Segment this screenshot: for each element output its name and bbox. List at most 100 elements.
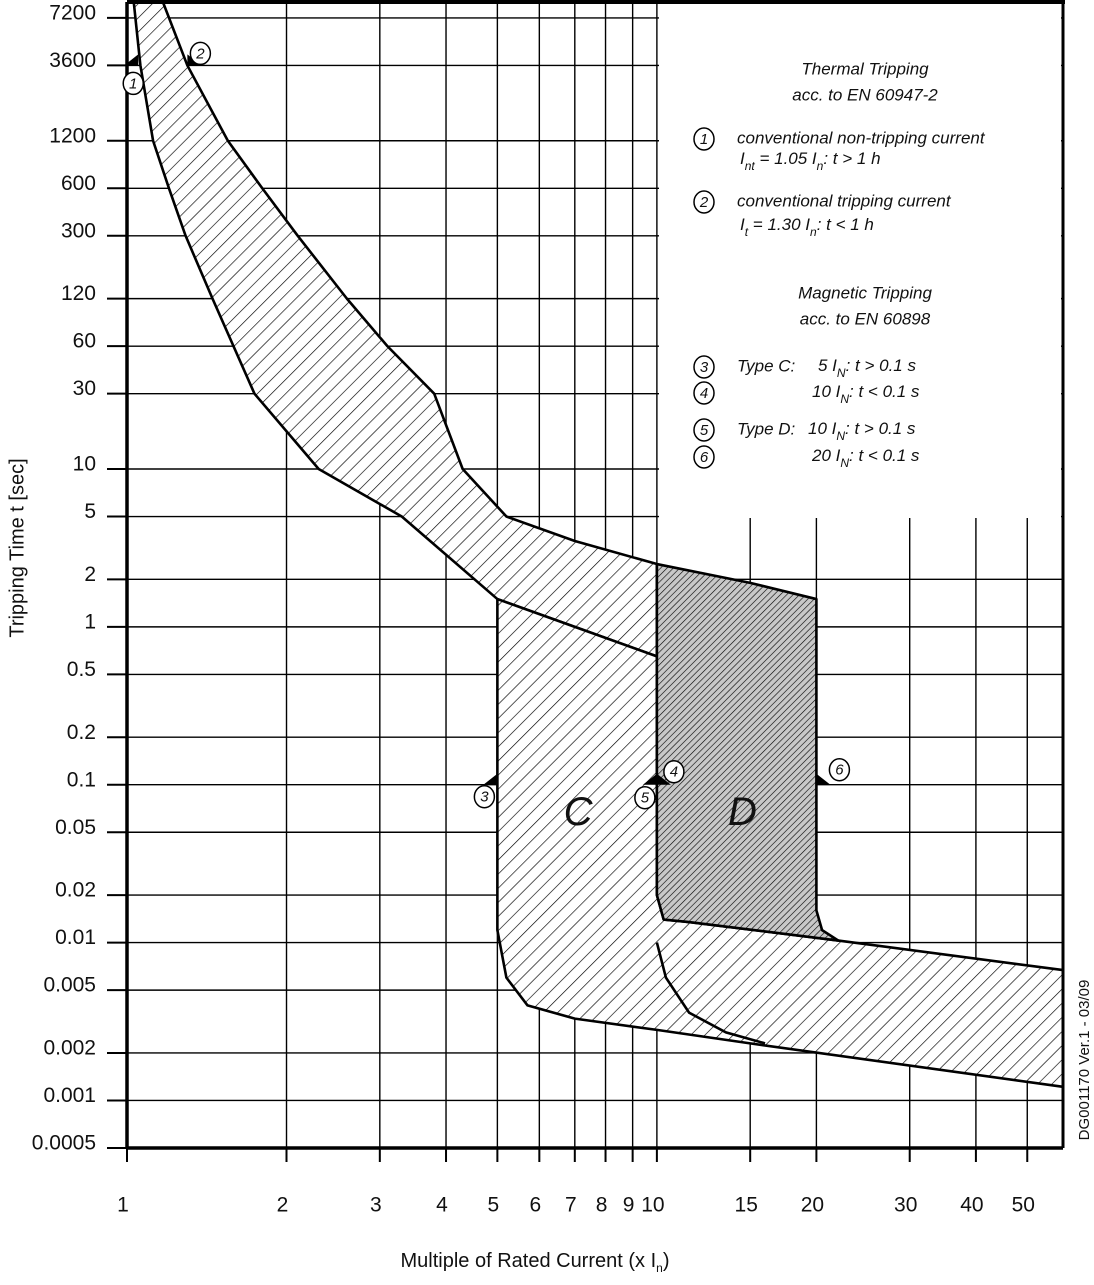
marker-label: 6 (835, 762, 844, 779)
y-axis-title: Tripping Time t [sec] (6, 458, 28, 637)
y-tick-label: 5 (84, 500, 96, 523)
legend-marker: 3 (700, 359, 709, 376)
subscript: N (837, 366, 846, 380)
text-run: Multiple of Rated Current (x I (400, 1250, 656, 1272)
marker-label: 2 (195, 45, 205, 62)
tripping-band (655, 562, 840, 942)
y-tick-label: 0.005 (43, 974, 96, 997)
legend-text: conventional tripping current (737, 191, 952, 210)
y-tick-label: 30 (73, 377, 96, 400)
text-run: = 1.05 I (755, 149, 817, 168)
x-tick-label: 40 (960, 1194, 983, 1217)
y-tick-label: 10 (73, 453, 96, 476)
marker-arrow (483, 773, 498, 785)
legend-title: acc. to EN 60898 (800, 309, 931, 328)
y-tick-label: 0.2 (67, 721, 96, 744)
marker-arrow (656, 773, 671, 785)
subscript: t (745, 225, 749, 239)
legend-formula: 10 IN: t < 0.1 s (812, 382, 920, 406)
y-tick-label: 120 (61, 282, 96, 305)
legend-formula: 20 IN: t < 0.1 s (811, 446, 920, 470)
legend-marker-circle (693, 418, 715, 442)
legend-text: Type D: (737, 419, 796, 438)
legend-formula: 5 IN: t > 0.1 s (818, 356, 916, 380)
y-tick-label: 0.001 (43, 1084, 96, 1107)
legend-formula: 10 IN: t > 0.1 s (808, 419, 916, 443)
text-run: I (740, 149, 745, 168)
legend-title: acc. to EN 60947-2 (792, 85, 938, 104)
subscript: n (656, 1261, 663, 1275)
marker-label-circle (663, 759, 685, 784)
y-tick-label: 7200 (49, 1, 96, 24)
text-run: : t < 0.1 s (849, 382, 920, 401)
text-run: : t < 1 h (817, 215, 874, 234)
text-run: 5 I (818, 356, 837, 375)
x-tick-label: 20 (801, 1194, 824, 1217)
subscript: N (836, 429, 845, 443)
footnote: DG001170 Ver.1 - 03/09 (1076, 980, 1093, 1141)
y-tick-label: 1 (84, 610, 96, 633)
legend-marker: 4 (700, 385, 708, 402)
text-run: : t > 1 h (823, 149, 880, 168)
subscript: nt (745, 159, 756, 173)
text-run: : t > 0.1 s (845, 419, 916, 438)
legend-marker-circle (693, 445, 715, 469)
tripping-band (132, 1, 659, 658)
marker-label: 5 (641, 790, 650, 807)
y-tick-label: 600 (61, 172, 96, 195)
foreground: 7200360012006003001206030105210.50.20.10… (32, 0, 1065, 1275)
marker-arrow (816, 773, 831, 785)
legend-marker: 2 (699, 194, 709, 211)
x-tick-label: 8 (596, 1194, 608, 1217)
subscript: N (840, 456, 849, 470)
marker-label: 1 (129, 75, 137, 92)
y-tick-label: 0.02 (55, 879, 96, 902)
y-tick-label: 60 (73, 330, 96, 353)
curve (655, 942, 766, 1045)
legend-marker-circle (693, 355, 715, 379)
text-run: : t < 0.1 s (849, 446, 920, 465)
x-tick-label: 4 (436, 1194, 448, 1217)
x-tick-label: 3 (370, 1194, 382, 1217)
x-tick-label: 1 (117, 1194, 129, 1217)
region-label: D (728, 790, 757, 834)
x-tick-label: 30 (894, 1194, 917, 1217)
y-tick-label: 0.5 (67, 658, 96, 681)
areas (132, 1, 1065, 1089)
text-run: I (740, 215, 745, 234)
legend-box (659, 4, 1061, 518)
x-tick-label: 7 (565, 1194, 577, 1217)
text-run: : t > 0.1 s (846, 356, 917, 375)
y-tick-label: 0.01 (55, 926, 96, 949)
x-axis-title: Multiple of Rated Current (x In) (400, 1250, 669, 1275)
subscript: n (817, 159, 824, 173)
text-run: 10 I (808, 419, 837, 438)
marker-label-circle (634, 785, 656, 810)
x-tick-label: 5 (488, 1194, 500, 1217)
y-tick-label: 0.1 (67, 768, 96, 791)
legend-formula: Int = 1.05 In: t > 1 h (740, 149, 881, 173)
marker-label-circle (189, 41, 212, 66)
y-tick-label: 0.0005 (32, 1132, 96, 1155)
y-tick-label: 2 (84, 563, 96, 586)
y-tick-label: 0.05 (55, 816, 96, 839)
x-tick-label: 2 (277, 1194, 289, 1217)
legend-title: Thermal Tripping (801, 59, 929, 78)
legend-marker-circle (693, 190, 715, 214)
x-tick-label: 50 (1012, 1194, 1035, 1217)
legend-marker-circle (693, 127, 715, 151)
legend-formula: It = 1.30 In: t < 1 h (740, 215, 874, 239)
y-tick-label: 300 (61, 219, 96, 242)
marker-arrow (642, 773, 657, 785)
region-label: C (564, 790, 594, 834)
marker-label: 4 (670, 764, 678, 781)
marker-label-circle (828, 757, 851, 782)
text-run: 20 I (811, 446, 841, 465)
y-tick-label: 1200 (49, 124, 96, 147)
marker-label-circle (473, 784, 496, 809)
legend-text: conventional non-tripping current (737, 128, 986, 147)
y-tick-label: 3600 (49, 49, 96, 72)
legend-title: Magnetic Tripping (798, 283, 932, 302)
text-run: 10 I (812, 382, 841, 401)
